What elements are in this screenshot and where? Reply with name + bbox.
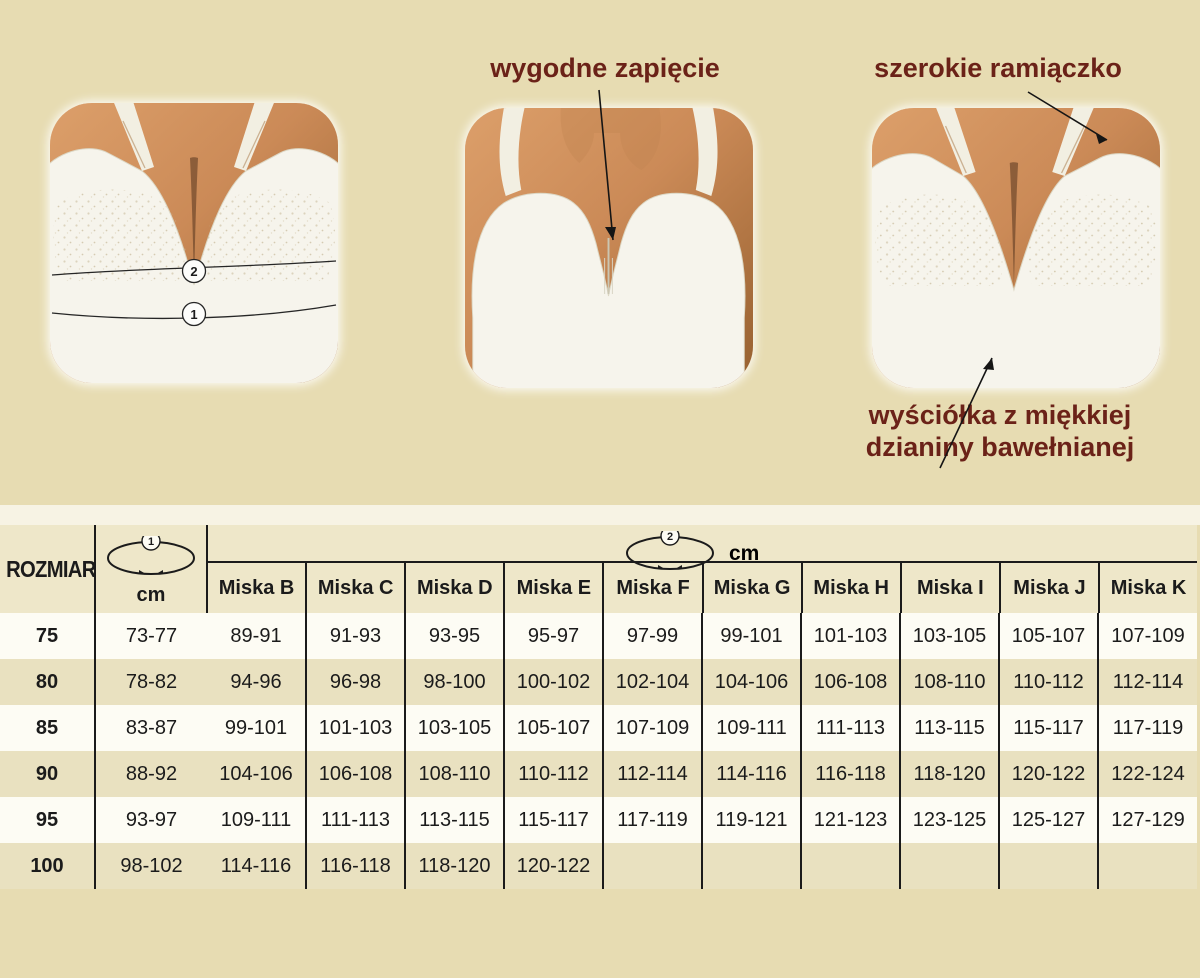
svg-text:1: 1 [148,536,154,548]
svg-text:2: 2 [667,531,673,543]
